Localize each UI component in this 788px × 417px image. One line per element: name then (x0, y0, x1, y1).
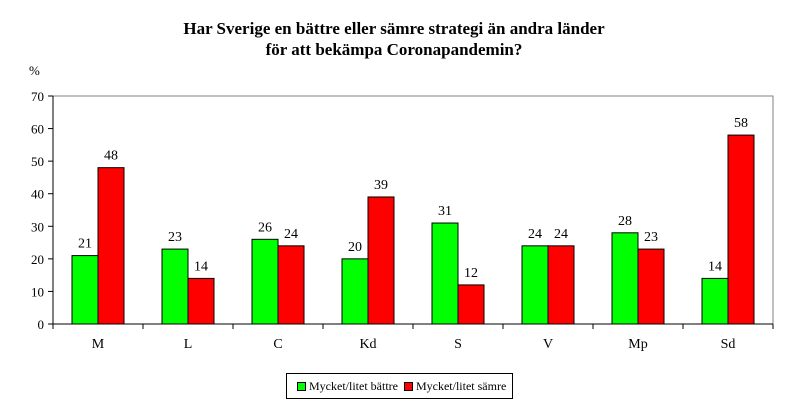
y-tick-label: 30 (31, 219, 44, 234)
x-tick-label: Kd (359, 337, 376, 352)
y-tick-label: 50 (31, 154, 44, 169)
y-tick-label: 10 (31, 284, 44, 299)
chart-legend: Mycket/litet bättre Mycket/litet sämre (286, 373, 514, 399)
data-label: 31 (438, 204, 452, 219)
legend-label-worse: Mycket/litet sämre (415, 378, 507, 393)
x-tick-label: C (273, 337, 282, 352)
y-tick-label: 40 (31, 187, 44, 202)
bar (71, 255, 99, 325)
bar (277, 245, 305, 325)
bar (637, 248, 665, 325)
data-label: 23 (644, 230, 658, 245)
legend-swatch-worse (403, 381, 413, 391)
data-label: 20 (348, 240, 362, 255)
data-label: 21 (78, 237, 92, 252)
data-label: 24 (284, 227, 298, 242)
bar (97, 167, 125, 325)
plot-area (52, 95, 774, 325)
legend-label-better: Mycket/litet bättre (309, 378, 398, 393)
legend-item-worse: Mycket/litet sämre (403, 378, 507, 394)
bar (431, 222, 459, 325)
bar (367, 196, 395, 325)
legend-item-better: Mycket/litet bättre (297, 379, 398, 394)
y-tick-label: 20 (31, 252, 44, 267)
x-tick-label: Sd (721, 337, 736, 352)
x-tick-label: L (184, 337, 193, 352)
bar (611, 232, 639, 325)
bar (701, 277, 729, 325)
y-tick-label: 60 (31, 122, 44, 137)
bar (187, 277, 215, 325)
bar (547, 245, 575, 325)
y-tick-label: 70 (31, 89, 44, 104)
data-label: 58 (734, 116, 748, 131)
x-tick-label: S (454, 337, 462, 352)
bar (341, 258, 369, 325)
data-label: 39 (374, 178, 388, 193)
data-label: 26 (258, 220, 272, 235)
bar (161, 248, 189, 325)
data-label: 23 (168, 230, 182, 245)
bar (457, 284, 485, 325)
chart-title-line-2: för att bekämpa Coronapandemin? (265, 40, 523, 59)
data-label: 24 (528, 227, 542, 242)
bar (521, 245, 549, 325)
x-tick-label: Mp (628, 337, 647, 352)
data-label: 14 (708, 259, 722, 274)
x-tick-label: M (92, 337, 105, 352)
y-tick-label: 0 (38, 317, 45, 332)
data-label: 24 (554, 227, 568, 242)
chart-title: Har Sverige en bättre eller sämre strate… (0, 18, 788, 60)
y-axis-unit-label: % (29, 63, 40, 78)
data-label: 28 (618, 214, 632, 229)
legend-swatch-better (297, 381, 306, 391)
bar (251, 238, 279, 325)
data-label: 12 (464, 266, 478, 281)
data-label: 48 (104, 149, 118, 164)
data-label: 14 (194, 259, 208, 274)
chart-title-line-1: Har Sverige en bättre eller sämre strate… (183, 19, 605, 38)
x-tick-label: V (543, 337, 553, 352)
bar (727, 134, 755, 325)
